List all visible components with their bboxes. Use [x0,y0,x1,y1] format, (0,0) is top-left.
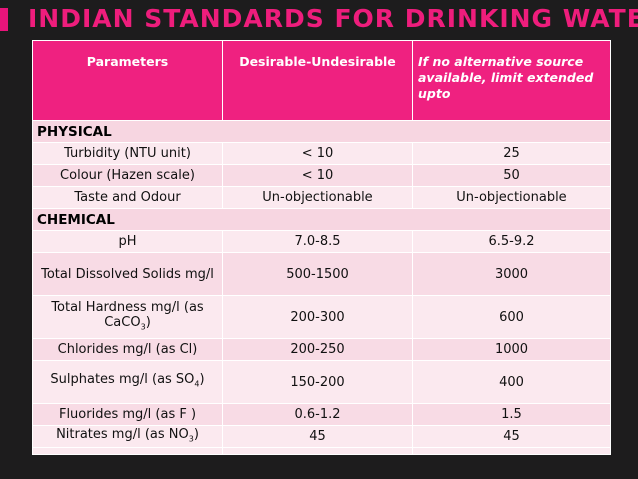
parameter-cell: Nitrates mg/l (as NO3) [32,425,223,448]
extended-cell: 1000 [412,338,611,361]
desirable-cell: < 10 [222,164,413,187]
section-label: CHEMICAL [32,208,611,231]
parameter-cell: Turbidity (NTU unit) [32,142,223,165]
accent-bar [0,8,8,31]
section-row-chemical: CHEMICAL [32,208,611,231]
table-row: Turbidity (NTU unit) < 10 25 [32,142,611,165]
table-row: Total Hardness mg/l (as CaCO3) 200-300 6… [32,295,611,339]
parameter-cell: Taste and Odour [32,186,223,209]
table-row: Chlorides mg/l (as Cl) 200-250 1000 [32,338,611,361]
parameter-text: Total Hardness mg/l (as CaCO [51,299,204,330]
table-row: Colour (Hazen scale) < 10 50 [32,164,611,187]
empty-cell [412,447,611,455]
section-label: PHYSICAL [32,120,611,143]
extended-cell: Un-objectionable [412,186,611,209]
desirable-cell: 7.0-8.5 [222,230,413,253]
parameter-cell: Chlorides mg/l (as Cl) [32,338,223,361]
column-header-desirable: Desirable-Undesirable [222,40,413,121]
parameter-text-end: ) [145,314,151,330]
extended-cell: 6.5-9.2 [412,230,611,253]
parameter-cell: Total Hardness mg/l (as CaCO3) [32,295,223,339]
desirable-cell: 200-300 [222,295,413,339]
desirable-cell: 0.6-1.2 [222,403,413,426]
parameter-text: Sulphates mg/l (as SO [50,372,195,388]
empty-cell [32,447,223,455]
parameter-cell: Sulphates mg/l (as SO4) [32,360,223,404]
table-row: pH 7.0-8.5 6.5-9.2 [32,230,611,253]
column-header-parameters: Parameters [32,40,223,121]
desirable-cell: 150-200 [222,360,413,404]
table-row: Sulphates mg/l (as SO4) 150-200 400 [32,360,611,404]
empty-cell [222,447,413,455]
section-row-physical: PHYSICAL [32,120,611,143]
extended-cell: 50 [412,164,611,187]
parameter-cell: pH [32,230,223,253]
table-row: Nitrates mg/l (as NO3) 45 45 [32,425,611,448]
subscript: 3 [188,434,194,444]
extended-cell: 1.5 [412,403,611,426]
parameter-text: Nitrates mg/l (as NO [56,426,189,442]
desirable-cell: < 10 [222,142,413,165]
table-row-partial [32,447,611,455]
extended-cell: 25 [412,142,611,165]
desirable-cell: Un-objectionable [222,186,413,209]
table-header-row: Parameters Desirable-Undesirable If no a… [32,40,611,121]
extended-cell: 45 [412,425,611,448]
table-row: Fluorides mg/l (as F ) 0.6-1.2 1.5 [32,403,611,426]
desirable-cell: 200-250 [222,338,413,361]
extended-cell: 3000 [412,252,611,296]
subscript: 3 [140,322,146,332]
page-title: INDIAN STANDARDS FOR DRINKING WATER [28,4,638,33]
table-row: Taste and Odour Un-objectionable Un-obje… [32,186,611,209]
parameter-cell: Fluorides mg/l (as F ) [32,403,223,426]
table-row: Total Dissolved Solids mg/l 500-1500 300… [32,252,611,296]
column-header-extended-limit: If no alternative source available, limi… [412,40,611,121]
parameter-text-end: ) [193,426,199,442]
desirable-cell: 45 [222,425,413,448]
desirable-cell: 500-1500 [222,252,413,296]
extended-cell: 600 [412,295,611,339]
parameter-cell: Total Dissolved Solids mg/l [32,252,223,296]
standards-table: Parameters Desirable-Undesirable If no a… [32,40,611,455]
parameter-cell: Colour (Hazen scale) [32,164,223,187]
extended-cell: 400 [412,360,611,404]
subscript: 4 [194,379,200,389]
parameter-text-end: ) [199,372,205,388]
